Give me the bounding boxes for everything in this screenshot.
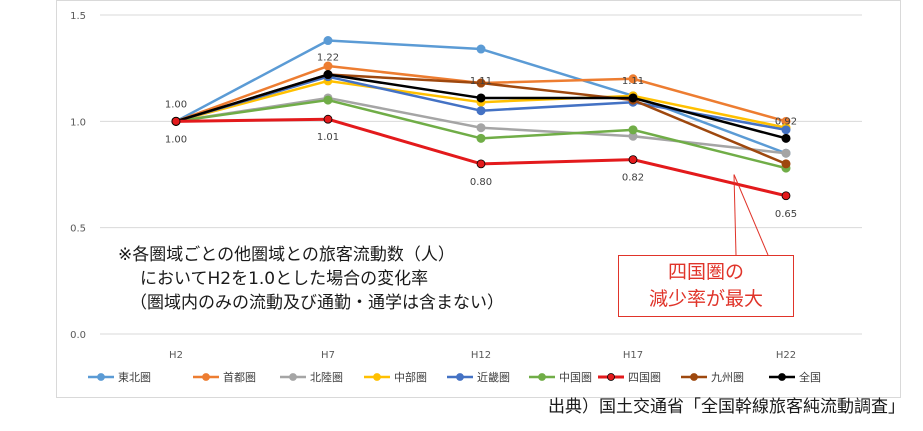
- legend-label: 中部圏: [394, 370, 427, 384]
- data-label: 1.00: [165, 99, 187, 110]
- data-label: 0.82: [622, 173, 644, 184]
- data-point: [628, 74, 638, 84]
- legend-swatch-marker: [690, 373, 698, 381]
- legend-swatch-marker: [373, 373, 381, 381]
- data-point: [323, 114, 333, 124]
- data-point: [476, 106, 486, 116]
- y-tick-label: 0.0: [70, 330, 86, 341]
- data-point: [476, 78, 486, 88]
- data-point: [781, 191, 791, 201]
- legend-label: 九州圏: [711, 371, 744, 384]
- data-label: 0.65: [775, 209, 797, 220]
- callout-line-1: 四国圏の: [667, 261, 744, 283]
- data-label: 0.92: [775, 116, 797, 127]
- x-tick-label: H7: [321, 350, 335, 361]
- legend-label: 北陸圏: [310, 371, 343, 384]
- legend-label: 全国: [799, 370, 821, 384]
- legend-swatch-marker: [607, 373, 615, 381]
- x-tick-label: H12: [471, 350, 491, 361]
- data-point: [323, 61, 333, 71]
- legend-swatch-marker: [538, 373, 546, 381]
- legend-swatch-marker: [97, 373, 105, 381]
- data-label: 1.11: [470, 76, 492, 87]
- data-label: 0.80: [470, 177, 492, 188]
- legend-label: 東北圏: [118, 371, 151, 384]
- callout-pointer-line: [733, 174, 737, 256]
- data-point: [476, 133, 486, 143]
- legend-swatch-marker: [289, 373, 297, 381]
- data-point: [781, 148, 791, 158]
- legend-swatch-marker: [778, 373, 786, 381]
- y-tick-label: 1.0: [70, 117, 86, 128]
- data-label: 1.00: [165, 134, 187, 145]
- data-point: [628, 93, 638, 103]
- chart-note: ※各圏域ごとの他圏域との旅客流動数（人） においてH2を1.0とした場合の変化率…: [118, 243, 578, 315]
- source-note: 出典）国土交通省「全国幹線旅客純流動調査」: [548, 397, 905, 417]
- data-label: 1.22: [317, 53, 339, 64]
- data-label: 1.11: [622, 76, 644, 87]
- legend-label: 中国圏: [559, 371, 592, 384]
- data-label: 1.01: [317, 132, 339, 143]
- chart-note-line-1: ※各圏域ごとの他圏域との旅客流動数（人）: [118, 245, 455, 265]
- legend-swatch-marker: [202, 373, 210, 381]
- x-tick-label: H17: [623, 350, 643, 361]
- data-point: [476, 123, 486, 133]
- chart-note-line-2: においてH2を1.0とした場合の変化率: [140, 269, 429, 289]
- callout-line-2: 減少率が最大: [648, 288, 763, 310]
- legend-label: 首都圏: [223, 370, 256, 384]
- chart-frame: [56, 0, 901, 398]
- data-point: [781, 133, 791, 143]
- callout-box: 四国圏の 減少率が最大: [618, 255, 794, 317]
- x-tick-label: H2: [169, 350, 183, 361]
- legend-label: 四国圏: [628, 371, 661, 384]
- data-point: [628, 125, 638, 135]
- y-tick-label: 0.5: [70, 224, 86, 235]
- data-point: [323, 70, 333, 80]
- data-point: [476, 159, 486, 169]
- x-tick-label: H22: [776, 350, 796, 361]
- data-point: [476, 93, 486, 103]
- data-point: [476, 44, 486, 54]
- chart-note-line-3: （圏域内のみの流動及び通勤・通学は含まない）: [130, 293, 504, 313]
- data-point: [781, 125, 791, 135]
- data-point: [171, 116, 181, 126]
- data-point: [781, 159, 791, 169]
- data-point: [323, 36, 333, 46]
- data-point: [323, 95, 333, 105]
- legend-swatch-marker: [456, 373, 464, 381]
- callout-pointer-line: [733, 174, 769, 256]
- legend-label: 近畿圏: [477, 370, 510, 384]
- y-tick-label: 1.5: [70, 11, 86, 22]
- data-point: [628, 155, 638, 165]
